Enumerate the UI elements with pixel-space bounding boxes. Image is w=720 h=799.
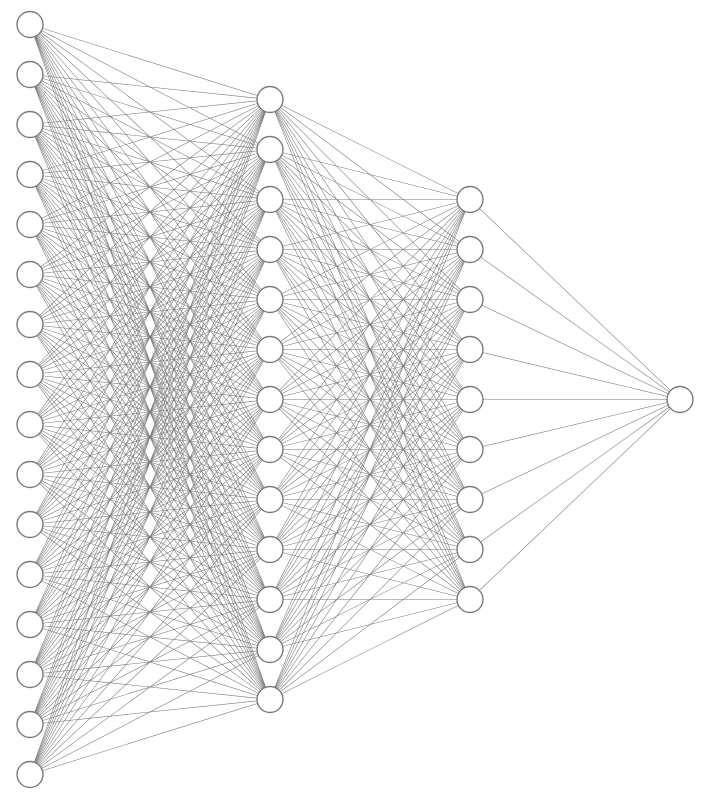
node-l0-n8	[17, 412, 43, 438]
node-l2-n3	[457, 337, 483, 363]
node-l1-n1	[257, 137, 283, 163]
node-l0-n4	[17, 212, 43, 238]
node-l2-n2	[457, 287, 483, 313]
node-l0-n7	[17, 362, 43, 388]
node-l1-n6	[257, 387, 283, 413]
node-l0-n6	[17, 312, 43, 338]
node-l2-n7	[457, 537, 483, 563]
node-l1-n0	[257, 87, 283, 113]
node-l0-n5	[17, 262, 43, 288]
node-l2-n6	[457, 487, 483, 513]
node-l0-n0	[17, 12, 43, 38]
node-l0-n15	[17, 762, 43, 788]
node-l1-n12	[257, 687, 283, 713]
node-l3-n0	[667, 387, 693, 413]
edges	[30, 25, 680, 775]
node-l2-n4	[457, 387, 483, 413]
node-l0-n3	[17, 162, 43, 188]
node-l1-n11	[257, 637, 283, 663]
node-l1-n3	[257, 237, 283, 263]
node-l1-n8	[257, 487, 283, 513]
node-l2-n1	[457, 237, 483, 263]
node-l0-n14	[17, 712, 43, 738]
node-l1-n9	[257, 537, 283, 563]
node-l0-n1	[17, 62, 43, 88]
node-l2-n5	[457, 437, 483, 463]
node-l0-n10	[17, 512, 43, 538]
node-l0-n13	[17, 662, 43, 688]
node-l2-n8	[457, 587, 483, 613]
node-l1-n10	[257, 587, 283, 613]
node-l1-n4	[257, 287, 283, 313]
node-l1-n7	[257, 437, 283, 463]
node-l0-n2	[17, 112, 43, 138]
node-l1-n5	[257, 337, 283, 363]
node-l0-n12	[17, 612, 43, 638]
node-l0-n9	[17, 462, 43, 488]
node-l2-n0	[457, 187, 483, 213]
node-l0-n11	[17, 562, 43, 588]
node-l1-n2	[257, 187, 283, 213]
neural-network-diagram	[0, 0, 720, 799]
